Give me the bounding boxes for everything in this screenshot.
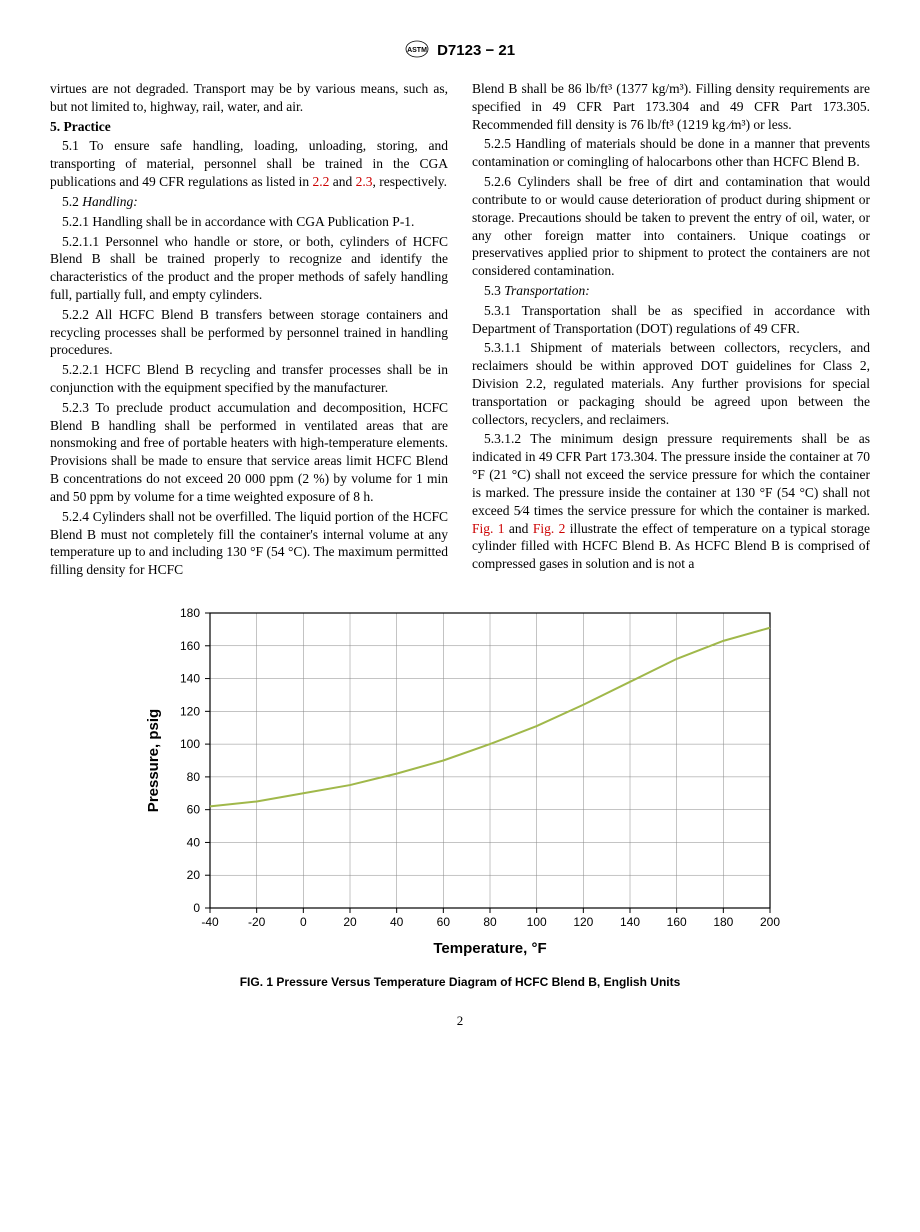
svg-text:160: 160 <box>180 639 200 653</box>
svg-text:0: 0 <box>300 915 307 929</box>
para-5-2-2: 5.2.2 All HCFC Blend B transfers between… <box>50 306 448 359</box>
svg-text:120: 120 <box>573 915 593 929</box>
section-5-heading: 5. Practice <box>50 118 448 136</box>
pressure-temp-chart: -40 -20 0 20 40 60 80 100 120 140 160 180 200 0 20 40 60… <box>130 603 790 963</box>
para-5-2-4: 5.2.4 Cylinders shall not be overfilled.… <box>50 508 448 579</box>
svg-text:ASTM: ASTM <box>407 47 427 54</box>
svg-text:120: 120 <box>180 704 200 718</box>
svg-text:200: 200 <box>760 915 780 929</box>
para-5-1: 5.1 To ensure safe handling, loading, un… <box>50 137 448 190</box>
body-columns: virtues are not degraded. Transport may … <box>50 80 870 579</box>
para-5-3-1-1: 5.3.1.1 Shipment of materials between co… <box>472 339 870 428</box>
standard-designation: D7123 − 21 <box>437 42 515 59</box>
para-5-2-2-1: 5.2.2.1 HCFC Blend B recycling and trans… <box>50 361 448 397</box>
para-5-2-1-1: 5.2.1.1 Personnel who handle or store, o… <box>50 233 448 304</box>
page-number: 2 <box>50 1013 870 1029</box>
svg-text:180: 180 <box>713 915 733 929</box>
svg-text:Temperature, °F: Temperature, °F <box>433 940 546 957</box>
svg-text:20: 20 <box>343 915 357 929</box>
figure-1: -40 -20 0 20 40 60 80 100 120 140 160 180 200 0 20 40 60… <box>50 603 870 989</box>
astm-logo-icon: ASTM <box>405 40 429 62</box>
svg-text:100: 100 <box>180 737 200 751</box>
para-intro: virtues are not degraded. Transport may … <box>50 80 448 116</box>
para-5-3-heading: 5.3 Transportation: <box>472 282 870 300</box>
para-5-2-1: 5.2.1 Handling shall be in accordance wi… <box>50 213 448 231</box>
svg-text:100: 100 <box>527 915 547 929</box>
svg-text:140: 140 <box>180 671 200 685</box>
ref-link-fig2[interactable]: Fig. 2 <box>533 521 566 536</box>
svg-text:80: 80 <box>187 770 201 784</box>
svg-text:0: 0 <box>193 901 200 915</box>
figure-1-caption: FIG. 1 Pressure Versus Temperature Diagr… <box>50 975 870 989</box>
svg-text:140: 140 <box>620 915 640 929</box>
para-5-2-5: 5.2.5 Handling of materials should be do… <box>472 135 870 171</box>
svg-text:80: 80 <box>483 915 497 929</box>
svg-text:-20: -20 <box>248 915 266 929</box>
ref-link-2-2[interactable]: 2.2 <box>312 174 329 189</box>
svg-text:20: 20 <box>187 868 201 882</box>
svg-text:Pressure, psig: Pressure, psig <box>145 709 162 812</box>
para-5-3-1: 5.3.1 Transportation shall be as specifi… <box>472 302 870 338</box>
svg-text:60: 60 <box>187 803 201 817</box>
para-5-2-4-cont: Blend B shall be 86 lb/ft³ (1377 kg/m³).… <box>472 80 870 133</box>
svg-text:60: 60 <box>437 915 451 929</box>
svg-text:40: 40 <box>390 915 404 929</box>
para-5-3-1-2: 5.3.1.2 The minimum design pressure requ… <box>472 430 870 573</box>
svg-text:40: 40 <box>187 835 201 849</box>
para-5-2-heading: 5.2 Handling: <box>50 193 448 211</box>
page-header: ASTM D7123 − 21 <box>50 40 870 62</box>
para-5-2-3: 5.2.3 To preclude product accumulation a… <box>50 399 448 506</box>
ref-link-fig1[interactable]: Fig. 1 <box>472 521 505 536</box>
svg-text:160: 160 <box>667 915 687 929</box>
ref-link-2-3[interactable]: 2.3 <box>356 174 373 189</box>
svg-text:180: 180 <box>180 606 200 620</box>
para-5-2-6: 5.2.6 Cylinders shall be free of dirt an… <box>472 173 870 280</box>
svg-text:-40: -40 <box>201 915 219 929</box>
